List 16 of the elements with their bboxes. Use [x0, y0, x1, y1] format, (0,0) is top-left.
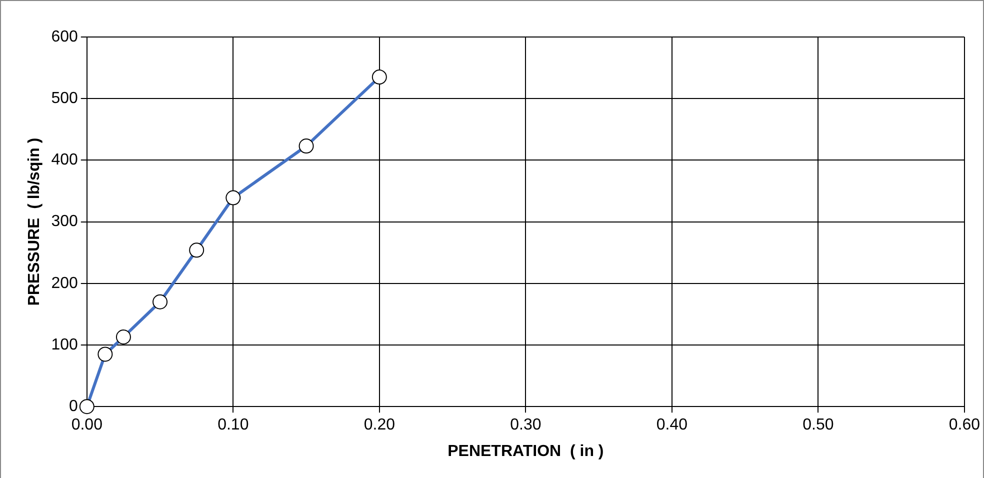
y-tick-label: 600 [51, 28, 78, 46]
x-tick-label: 0.40 [656, 416, 688, 434]
y-axis-title: PRESSURE ( lb/sqin ) [26, 138, 44, 306]
x-tick-label: 0.20 [364, 416, 396, 434]
y-tick-label: 500 [51, 90, 78, 108]
x-tick-label: 0.30 [510, 416, 542, 434]
x-tick-label: 0.10 [218, 416, 249, 434]
y-tick-label: 100 [51, 336, 78, 354]
x-tick-label: 0.50 [802, 416, 834, 434]
y-tick-label: 400 [51, 152, 78, 169]
y-tick-label: 0 [68, 398, 78, 416]
y-tick-label: 200 [51, 274, 78, 292]
x-axis-title: PENETRATION ( in ) [448, 442, 604, 460]
x-tick-label: 0.00 [71, 416, 103, 434]
x-tick-label: 0.60 [948, 416, 980, 434]
y-tick-label: 300 [51, 213, 78, 230]
